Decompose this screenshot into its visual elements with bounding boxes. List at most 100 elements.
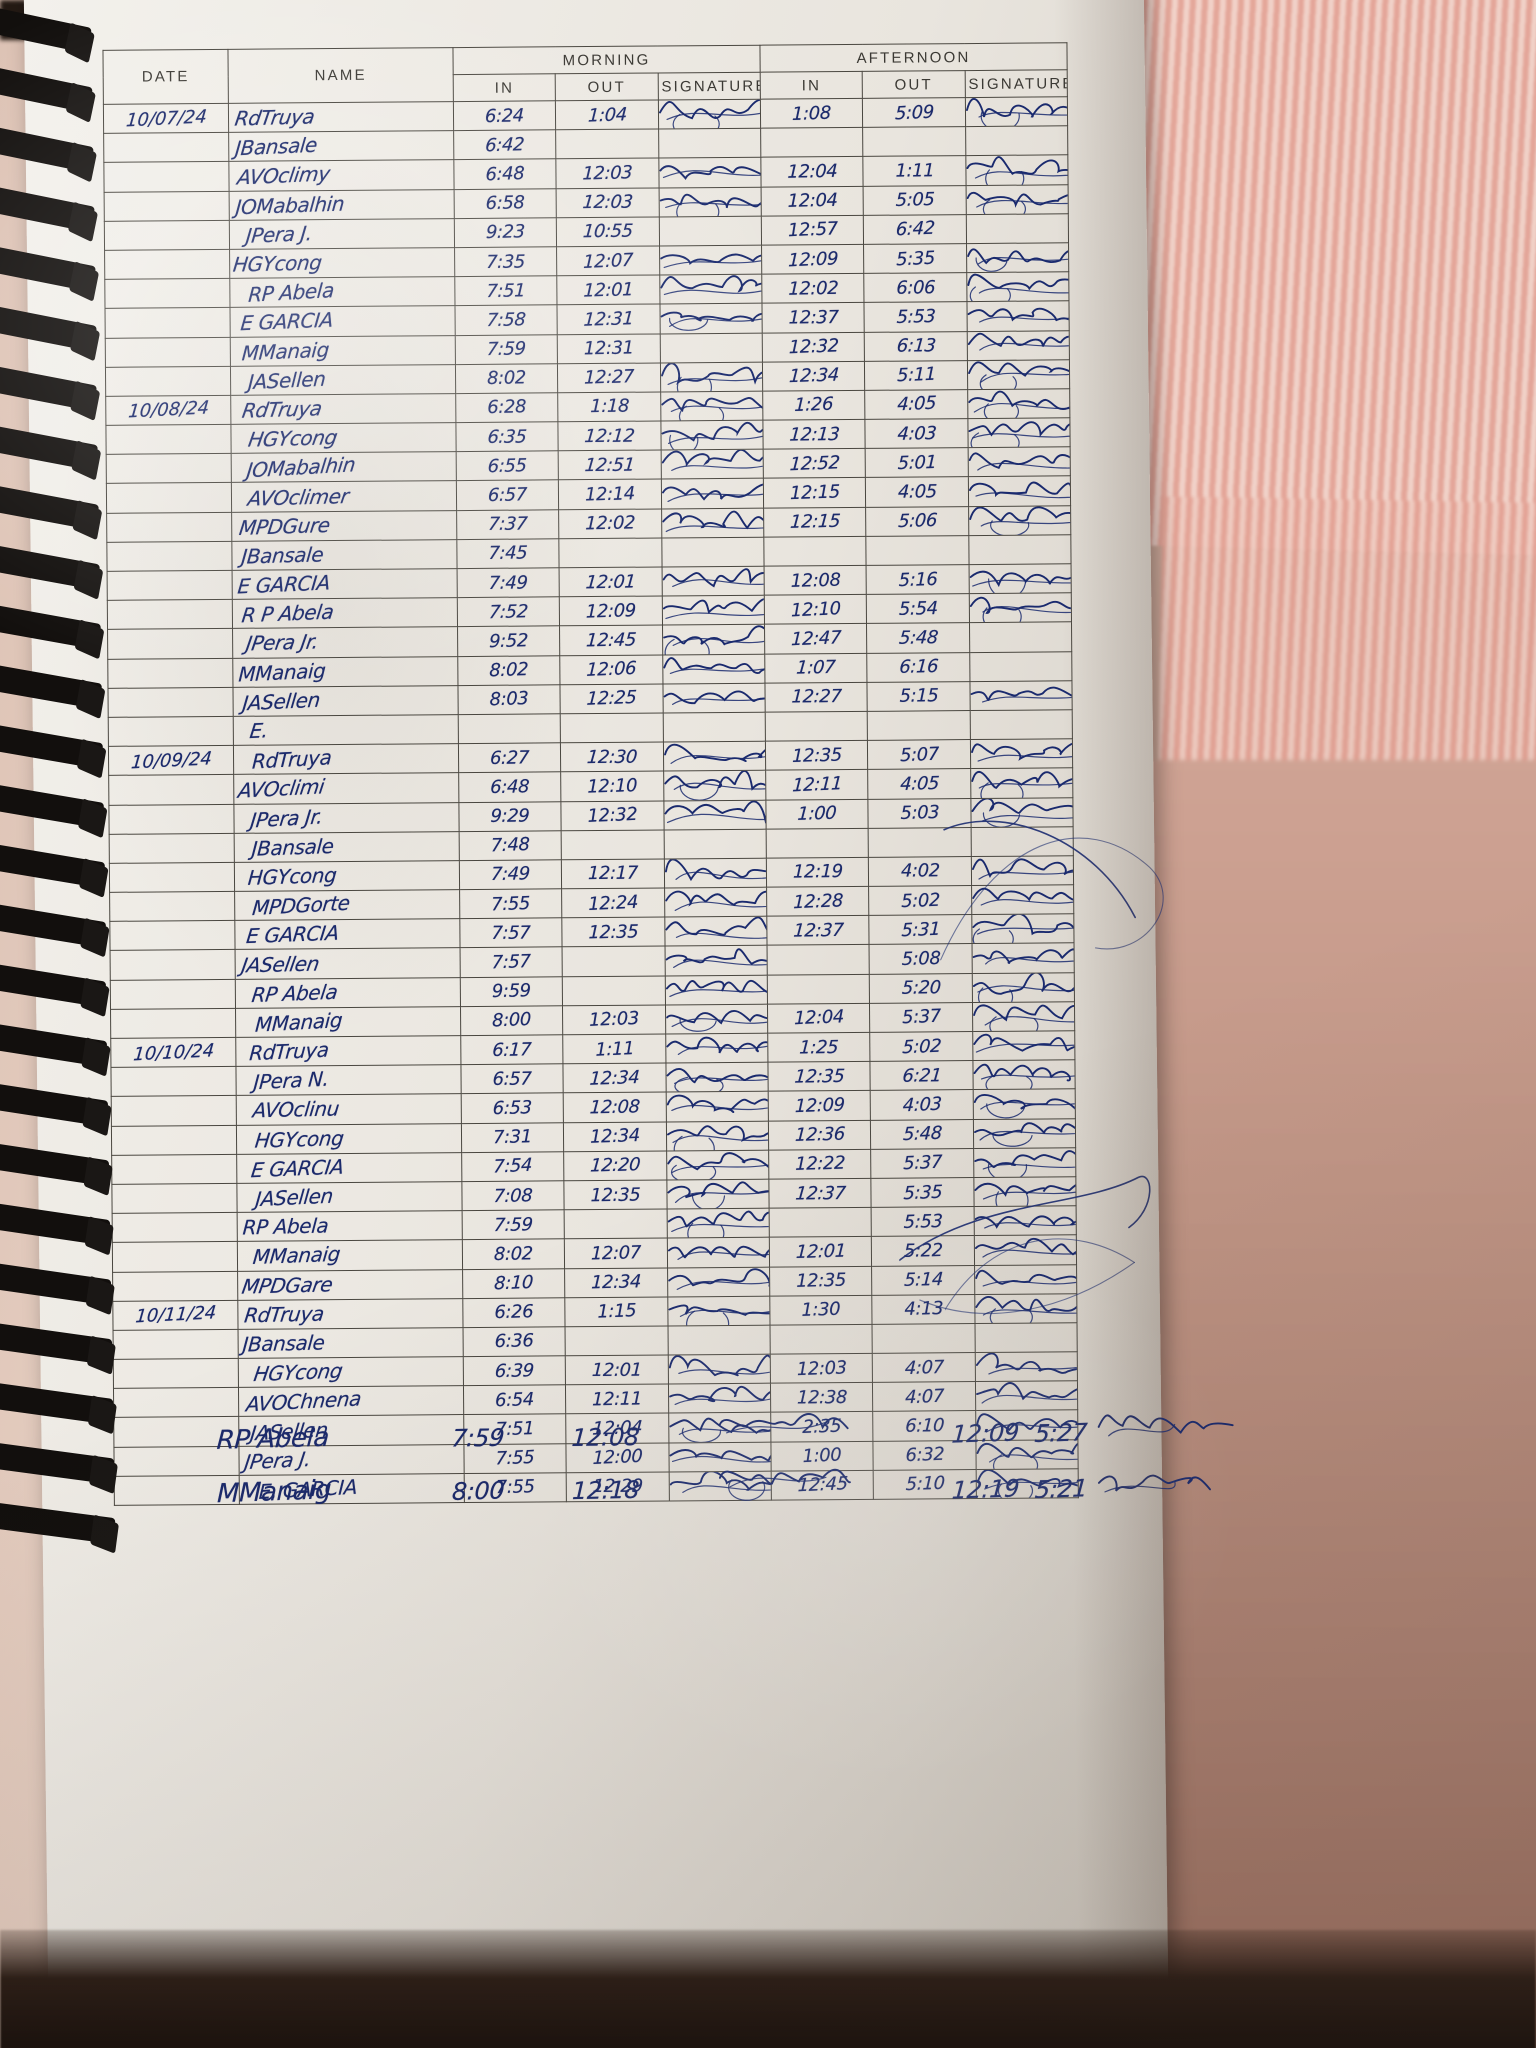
cell-date[interactable]: [113, 1387, 239, 1418]
cell-date[interactable]: [107, 657, 233, 689]
table-row[interactable]: HGYcong 7:35 12:07 12:09 5:35: [104, 242, 1069, 280]
cell-a_out[interactable]: [867, 710, 971, 741]
footer-row[interactable]: RP Abela 7:59 12:08: [216, 1413, 1117, 1456]
cell-a_out[interactable]: 5:05: [863, 185, 966, 216]
cell-date[interactable]: [106, 511, 232, 543]
cell-m_in[interactable]: 6:48: [458, 772, 562, 803]
cell-afternoon-signature[interactable]: [965, 184, 1069, 215]
cell-date[interactable]: [107, 687, 234, 718]
cell-date[interactable]: 10/08/24: [105, 395, 231, 426]
cell-a_in[interactable]: [767, 973, 870, 1004]
footer-cell-m_in[interactable]: 7:59: [450, 1424, 572, 1453]
cell-name[interactable]: MManaig: [235, 1006, 461, 1038]
cell-morning-signature[interactable]: [663, 770, 766, 801]
table-row[interactable]: JPera N. 6:57 12:34 12:35 6:21: [110, 1059, 1076, 1097]
cell-m_out[interactable]: 12:20: [563, 1150, 667, 1181]
cell-a_out[interactable]: [872, 1323, 975, 1354]
cell-name[interactable]: AVOclinu: [236, 1093, 462, 1125]
cell-m_in[interactable]: 9:23: [454, 217, 557, 248]
cell-m_out[interactable]: 12:51: [558, 450, 662, 481]
cell-m_out[interactable]: 12:35: [564, 1179, 667, 1210]
cell-afternoon-signature[interactable]: [968, 563, 1072, 594]
cell-a_in[interactable]: 12:04: [767, 1003, 871, 1034]
cell-morning-signature[interactable]: [667, 1354, 771, 1385]
cell-a_out[interactable]: 5:48: [870, 1119, 974, 1150]
cell-afternoon-signature[interactable]: [975, 1468, 1079, 1499]
cell-morning-signature[interactable]: [666, 1237, 770, 1268]
cell-morning-signature[interactable]: [661, 566, 765, 597]
cell-date[interactable]: [113, 1329, 239, 1360]
cell-a_out[interactable]: 5:07: [867, 739, 971, 770]
cell-date[interactable]: [106, 453, 232, 484]
cell-afternoon-signature[interactable]: [967, 417, 1071, 448]
cell-date[interactable]: [112, 1241, 238, 1272]
cell-m_out[interactable]: [559, 537, 662, 568]
cell-m_out[interactable]: [562, 975, 666, 1006]
cell-name[interactable]: MPDGure: [231, 510, 457, 542]
table-row[interactable]: AVOclinu 6:53 12:08 12:09 4:03: [111, 1089, 1076, 1126]
cell-m_in[interactable]: 7:58: [454, 305, 558, 336]
cell-m_in[interactable]: 7:59: [462, 1209, 565, 1240]
table-row[interactable]: AVOclimy 6:48 12:03 12:04 1:11: [103, 155, 1069, 192]
cell-a_out[interactable]: 5:20: [869, 973, 973, 1004]
cell-name[interactable]: MManaig: [237, 1239, 463, 1271]
cell-morning-signature[interactable]: [658, 215, 762, 246]
table-row[interactable]: MManaig 8:00 12:03 12:04 5:37: [110, 1001, 1075, 1039]
cell-morning-signature[interactable]: [658, 99, 761, 130]
cell-a_out[interactable]: 5:11: [864, 360, 968, 391]
cell-a_out[interactable]: 5:35: [871, 1177, 974, 1208]
cell-m_in[interactable]: 8:03: [457, 684, 561, 715]
cell-a_in[interactable]: 12:02: [761, 273, 865, 304]
cell-morning-signature[interactable]: [666, 1120, 769, 1151]
cell-morning-signature[interactable]: [664, 945, 768, 976]
cell-afternoon-signature[interactable]: [969, 651, 1072, 682]
cell-m_out[interactable]: 12:25: [560, 683, 663, 714]
cell-a_in[interactable]: 1:08: [760, 98, 863, 129]
cell-afternoon-signature[interactable]: [972, 1030, 1075, 1061]
cell-m_out[interactable]: 12:09: [559, 596, 663, 627]
cell-name[interactable]: JBansale: [228, 130, 454, 162]
cell-name[interactable]: JOMabalhin: [229, 189, 455, 221]
cell-name[interactable]: MPDGare: [237, 1269, 463, 1301]
cell-morning-signature[interactable]: [662, 653, 765, 684]
cell-m_out[interactable]: 12:02: [558, 508, 662, 539]
cell-afternoon-signature[interactable]: [972, 1001, 1075, 1032]
cell-morning-signature[interactable]: [665, 1003, 768, 1034]
cell-m_out[interactable]: 1:18: [558, 391, 661, 422]
cell-name[interactable]: RdTruya: [233, 743, 459, 775]
cell-a_out[interactable]: [862, 126, 966, 157]
cell-m_in[interactable]: 9:59: [460, 976, 563, 1007]
cell-afternoon-signature[interactable]: [971, 914, 1075, 944]
cell-m_out[interactable]: 12:12: [558, 421, 661, 452]
cell-afternoon-signature[interactable]: [965, 213, 1069, 244]
cell-name[interactable]: JBansale: [231, 539, 458, 571]
table-row[interactable]: HGYcong 6:39 12:01 12:03 4:07: [113, 1351, 1078, 1389]
cell-morning-signature[interactable]: [668, 1470, 772, 1501]
cell-morning-signature[interactable]: [666, 1208, 770, 1239]
cell-afternoon-signature[interactable]: [968, 592, 1072, 623]
cell-a_out[interactable]: 6:16: [867, 652, 970, 683]
cell-m_out[interactable]: 12:10: [560, 771, 664, 802]
cell-name[interactable]: RP Abela: [229, 276, 455, 308]
cell-a_out[interactable]: 4:03: [865, 418, 968, 449]
cell-a_in[interactable]: [769, 1207, 872, 1238]
cell-date[interactable]: [112, 1270, 238, 1302]
cell-m_in[interactable]: 7:57: [459, 918, 563, 949]
cell-afternoon-signature[interactable]: [969, 709, 1073, 740]
cell-m_in[interactable]: 8:00: [460, 1005, 564, 1036]
table-row[interactable]: JPera J. 7:55 12:00 1:00 6:32: [113, 1439, 1079, 1477]
cell-m_out[interactable]: [562, 946, 665, 977]
cell-date[interactable]: [107, 628, 233, 659]
cell-morning-signature[interactable]: [667, 1295, 770, 1326]
cell-a_out[interactable]: 5:02: [870, 1031, 973, 1062]
cell-a_in[interactable]: [760, 127, 864, 158]
cell-a_in[interactable]: 12:32: [762, 331, 865, 362]
cell-a_in[interactable]: 12:28: [766, 886, 870, 917]
cell-afternoon-signature[interactable]: [967, 388, 1070, 419]
cell-name[interactable]: JASellen: [236, 1181, 463, 1213]
cell-date[interactable]: [109, 891, 235, 922]
cell-m_in[interactable]: 6:48: [453, 159, 557, 190]
table-row[interactable]: AVOclimer 6:57 12:14 12:15 4:05: [106, 476, 1071, 513]
cell-name[interactable]: AVOclimy: [228, 159, 455, 191]
cell-m_out[interactable]: [560, 712, 664, 743]
